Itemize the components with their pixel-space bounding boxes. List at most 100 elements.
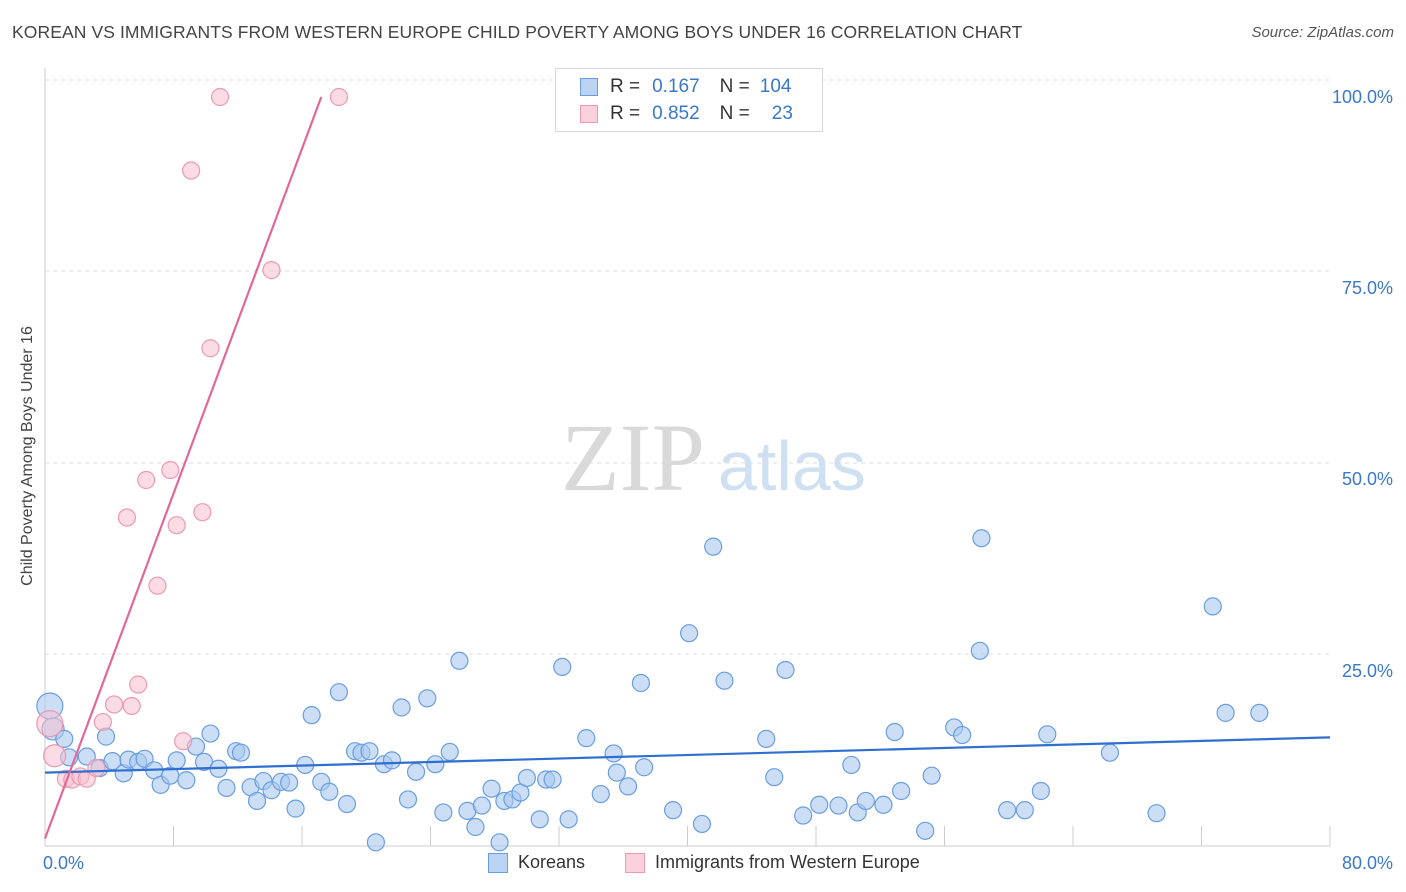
point-koreans [366, 833, 385, 852]
point-koreans [577, 729, 596, 748]
point-koreans [1015, 801, 1034, 820]
watermark-atlas: atlas [718, 427, 866, 505]
legend-r-label: R = [610, 103, 641, 124]
point-koreans [715, 671, 734, 690]
y-tick-label: 100.0% [1332, 87, 1393, 107]
point-koreans [543, 770, 562, 789]
point-koreans [1203, 597, 1222, 616]
point-koreans [998, 801, 1017, 820]
legend-n-value: 23 [771, 103, 793, 124]
point-koreans [426, 755, 445, 774]
bottom-legend-label-immigrants: Immigrants from Western Europe [655, 852, 920, 872]
legend-r-value: 0.852 [652, 103, 700, 124]
point-koreans [635, 758, 654, 777]
point-koreans [490, 833, 509, 852]
point-koreans [916, 821, 935, 840]
point-immigrants [36, 709, 64, 738]
point-koreans [553, 657, 572, 677]
trend-lines [43, 96, 1331, 839]
point-koreans [829, 796, 848, 815]
point-koreans [217, 778, 236, 798]
source-label: Source: ZipAtlas.com [1251, 24, 1394, 41]
trend-line-koreans [44, 736, 1331, 774]
point-koreans [1250, 703, 1269, 722]
point-koreans [472, 796, 491, 815]
point-koreans [434, 803, 453, 822]
point-immigrants [122, 696, 141, 716]
point-immigrants [93, 712, 112, 732]
point-koreans [704, 537, 723, 556]
point-koreans [559, 810, 578, 829]
legend-row-immigrants: R = 0.852 N = 23 [580, 103, 793, 125]
point-koreans [604, 744, 623, 763]
point-koreans [776, 660, 795, 680]
point-immigrants [174, 732, 193, 751]
grid-lines [45, 79, 1330, 655]
tick-labels: 100.0% 75.0% 50.0% 25.0% 0.0% 80.0% [43, 87, 1393, 873]
point-koreans [247, 791, 267, 811]
legend-swatch-koreans [580, 78, 598, 96]
y-tick-label: 75.0% [1342, 278, 1393, 298]
point-koreans [167, 751, 186, 770]
point-koreans [765, 768, 784, 787]
point-koreans [972, 529, 991, 548]
chart-title: KOREAN VS IMMIGRANTS FROM WESTERN EUROPE… [12, 22, 1023, 42]
point-koreans [631, 673, 651, 693]
point-koreans [382, 751, 402, 770]
point-immigrants [161, 460, 180, 480]
point-koreans [1216, 703, 1235, 722]
point-koreans [194, 752, 214, 771]
point-koreans [810, 795, 829, 814]
point-koreans [482, 779, 501, 798]
x-tick-label: 0.0% [43, 853, 84, 873]
point-immigrants [104, 695, 124, 714]
point-koreans [201, 724, 220, 743]
bottom-legend-immigrants: Immigrants from Western Europe [625, 852, 920, 873]
point-koreans [892, 781, 911, 801]
point-koreans [922, 766, 941, 785]
point-koreans [286, 799, 305, 818]
watermark-zip: ZIP [561, 404, 705, 511]
point-koreans [1100, 743, 1120, 762]
point-immigrants [137, 470, 156, 490]
point-koreans [874, 795, 893, 814]
point-koreans [530, 810, 549, 829]
point-immigrants [167, 516, 186, 535]
point-koreans [607, 763, 626, 782]
point-koreans [302, 706, 321, 725]
point-koreans [329, 683, 349, 702]
point-immigrants [117, 508, 137, 527]
point-immigrants [210, 87, 230, 107]
point-koreans [970, 641, 989, 660]
point-koreans [337, 794, 357, 814]
legend-row-koreans: R = 0.167 N = 104 [580, 76, 791, 98]
bottom-legend-swatch-immigrants [625, 852, 645, 873]
point-koreans [440, 742, 459, 762]
point-immigrants [329, 87, 349, 107]
point-koreans [418, 689, 437, 708]
point-immigrants [182, 161, 201, 180]
x-tick-label: 80.0% [1342, 853, 1393, 873]
point-koreans [360, 742, 379, 761]
correlation-legend: R = 0.167 N = 104 R = 0.852 N = 23 [555, 68, 823, 132]
point-immigrants [201, 339, 220, 358]
point-koreans [757, 729, 776, 749]
point-koreans [177, 771, 196, 790]
point-immigrants [193, 503, 212, 522]
point-immigrants [87, 758, 106, 778]
point-immigrants [148, 576, 167, 595]
point-koreans [856, 791, 875, 811]
point-immigrants [129, 675, 148, 694]
watermark: ZIP atlas [561, 404, 866, 511]
point-koreans [280, 773, 299, 792]
point-koreans [885, 722, 904, 742]
trend-line-immigrants [43, 96, 323, 839]
point-koreans [1147, 804, 1166, 823]
legend-n-value: 104 [759, 76, 792, 97]
series-koreans [36, 529, 1269, 852]
point-koreans [450, 651, 469, 670]
point-koreans [406, 762, 426, 781]
point-koreans [466, 817, 485, 837]
y-axis-title: Child Poverty Among Boys Under 16 [19, 326, 36, 586]
